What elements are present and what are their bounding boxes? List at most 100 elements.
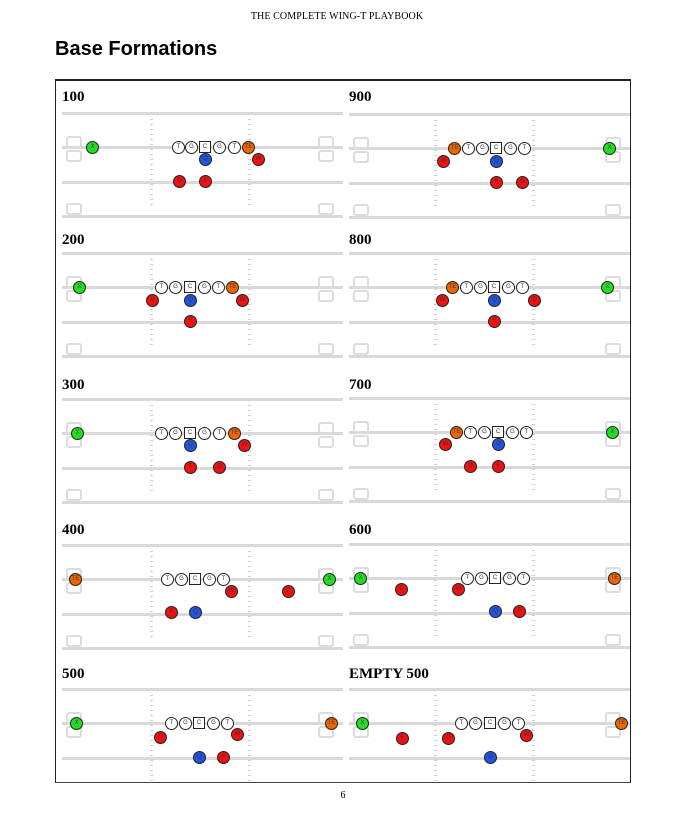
player-g: G	[476, 142, 489, 155]
player-d: D	[516, 176, 529, 189]
hash-marks	[248, 119, 251, 209]
player-f: F	[488, 315, 501, 328]
player-t: T	[172, 141, 185, 154]
player-c: C	[184, 281, 196, 293]
yard-line	[349, 688, 630, 691]
player-te: TE	[242, 141, 255, 154]
yard-line	[62, 688, 343, 691]
player-te: TE	[325, 717, 338, 730]
player-t: T	[217, 573, 230, 586]
hash-marks	[434, 259, 437, 349]
player-x: X	[601, 281, 614, 294]
player-t: T	[461, 572, 474, 585]
hash-marks	[434, 695, 437, 782]
player-d: D	[213, 461, 226, 474]
yard-line	[349, 646, 630, 649]
page-number: 6	[340, 790, 346, 801]
player-t: T	[212, 281, 225, 294]
player-g: G	[198, 281, 211, 294]
player-c: C	[488, 281, 500, 293]
player-t: T	[512, 717, 525, 730]
player-t: T	[213, 427, 226, 440]
player-c: C	[489, 572, 501, 584]
formation-name: 800	[349, 232, 372, 248]
hash-marks	[434, 404, 437, 494]
yard-number-marker	[353, 137, 369, 149]
yard-line	[349, 543, 630, 546]
player-w: W	[231, 728, 244, 741]
player-x: X	[354, 572, 367, 585]
yard-line	[62, 112, 343, 115]
player-w: W	[238, 439, 251, 452]
formation-name: 900	[349, 89, 372, 105]
player-w: W	[436, 294, 449, 307]
formation-name: 400	[62, 522, 85, 538]
player-c: C	[189, 573, 201, 585]
player-d: D	[173, 175, 186, 188]
player-d: D	[464, 460, 477, 473]
player-g: G	[504, 142, 517, 155]
yard-number-marker	[605, 204, 621, 216]
player-te: TE	[608, 572, 621, 585]
player-w: W	[437, 155, 450, 168]
yard-line	[349, 113, 630, 116]
player-f: F	[396, 732, 409, 745]
formation-cell: 600 X T G C G T TE D W Q F	[343, 514, 631, 659]
formation-cell: 700 TE T G C G T X W Q D F	[343, 369, 631, 515]
yard-number-marker	[318, 136, 334, 148]
yard-number-marker	[353, 421, 369, 433]
formation-cell: 300 X T G C G T TE Q W F D	[55, 369, 344, 515]
hash-marks	[150, 119, 153, 209]
player-t: T	[464, 426, 477, 439]
formation-name: 300	[62, 377, 85, 393]
player-f: F	[184, 315, 197, 328]
player-f: F	[490, 176, 503, 189]
player-x: X	[73, 281, 86, 294]
player-te: TE	[446, 281, 459, 294]
yard-number-marker	[353, 276, 369, 288]
hash-marks	[532, 550, 535, 640]
hash-marks	[532, 404, 535, 494]
player-c: C	[484, 717, 496, 729]
formation-cell: 100 X T G C G T TE Q W D F	[55, 81, 344, 225]
yard-number-marker	[66, 136, 82, 148]
player-q: Q	[484, 751, 497, 764]
player-t: T	[228, 141, 241, 154]
formation-cell: EMPTY 500 X T G C G T TE F D W Q	[343, 658, 631, 783]
yard-line	[62, 467, 343, 470]
yard-number-marker	[318, 290, 334, 302]
player-q: Q	[184, 439, 197, 452]
player-t: T	[460, 281, 473, 294]
player-g: G	[203, 573, 216, 586]
yard-line	[349, 216, 630, 219]
yard-line	[62, 215, 343, 218]
formation-name: 500	[62, 666, 85, 682]
yard-line	[62, 398, 343, 401]
player-d: D	[282, 585, 295, 598]
player-x: X	[603, 142, 616, 155]
formation-cell: 800 TE T G C G T X W Q D F	[343, 224, 631, 370]
player-f: F	[217, 751, 230, 764]
formation-name: 600	[349, 522, 372, 538]
player-te: TE	[448, 142, 461, 155]
yard-number-marker	[318, 276, 334, 288]
player-w: W	[236, 294, 249, 307]
player-g: G	[475, 572, 488, 585]
player-q: Q	[189, 606, 202, 619]
yard-number-marker	[353, 634, 369, 646]
player-t: T	[520, 426, 533, 439]
player-d: D	[442, 732, 455, 745]
player-w: W	[252, 153, 265, 166]
player-t: T	[455, 717, 468, 730]
line-of-scrimmage	[349, 147, 630, 150]
player-g: G	[213, 141, 226, 154]
yard-number-marker	[66, 203, 82, 215]
yard-number-marker	[605, 634, 621, 646]
hash-marks	[150, 695, 153, 782]
player-t: T	[155, 281, 168, 294]
player-te: TE	[226, 281, 239, 294]
player-g: G	[469, 717, 482, 730]
player-f: F	[513, 605, 526, 618]
player-c: C	[490, 142, 502, 154]
formation-name: 100	[62, 89, 85, 105]
